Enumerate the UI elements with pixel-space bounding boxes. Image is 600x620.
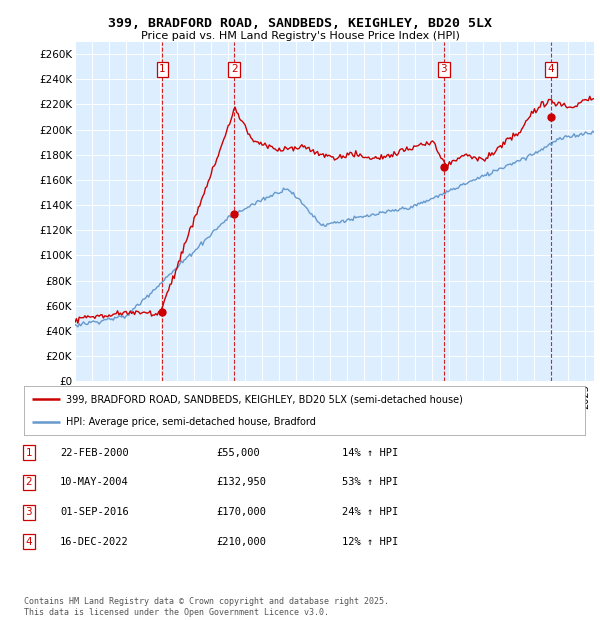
Text: 12% ↑ HPI: 12% ↑ HPI [342,537,398,547]
Text: 3: 3 [440,64,447,74]
Text: 4: 4 [547,64,554,74]
Text: 10-MAY-2004: 10-MAY-2004 [60,477,129,487]
Text: 24% ↑ HPI: 24% ↑ HPI [342,507,398,517]
Text: £132,950: £132,950 [216,477,266,487]
Text: 399, BRADFORD ROAD, SANDBEDS, KEIGHLEY, BD20 5LX: 399, BRADFORD ROAD, SANDBEDS, KEIGHLEY, … [108,17,492,30]
Text: 399, BRADFORD ROAD, SANDBEDS, KEIGHLEY, BD20 5LX (semi-detached house): 399, BRADFORD ROAD, SANDBEDS, KEIGHLEY, … [66,394,463,404]
Text: 2: 2 [25,477,32,487]
Text: £210,000: £210,000 [216,537,266,547]
Text: 4: 4 [25,537,32,547]
Text: 3: 3 [25,507,32,517]
Text: 2: 2 [231,64,238,74]
Text: Price paid vs. HM Land Registry's House Price Index (HPI): Price paid vs. HM Land Registry's House … [140,31,460,41]
Text: £170,000: £170,000 [216,507,266,517]
Text: Contains HM Land Registry data © Crown copyright and database right 2025.
This d: Contains HM Land Registry data © Crown c… [24,598,389,617]
Text: 1: 1 [25,448,32,458]
Text: 1: 1 [159,64,166,74]
Text: 14% ↑ HPI: 14% ↑ HPI [342,448,398,458]
Text: 22-FEB-2000: 22-FEB-2000 [60,448,129,458]
Text: 01-SEP-2016: 01-SEP-2016 [60,507,129,517]
Text: 16-DEC-2022: 16-DEC-2022 [60,537,129,547]
Text: £55,000: £55,000 [216,448,260,458]
Text: HPI: Average price, semi-detached house, Bradford: HPI: Average price, semi-detached house,… [66,417,316,427]
Text: 53% ↑ HPI: 53% ↑ HPI [342,477,398,487]
